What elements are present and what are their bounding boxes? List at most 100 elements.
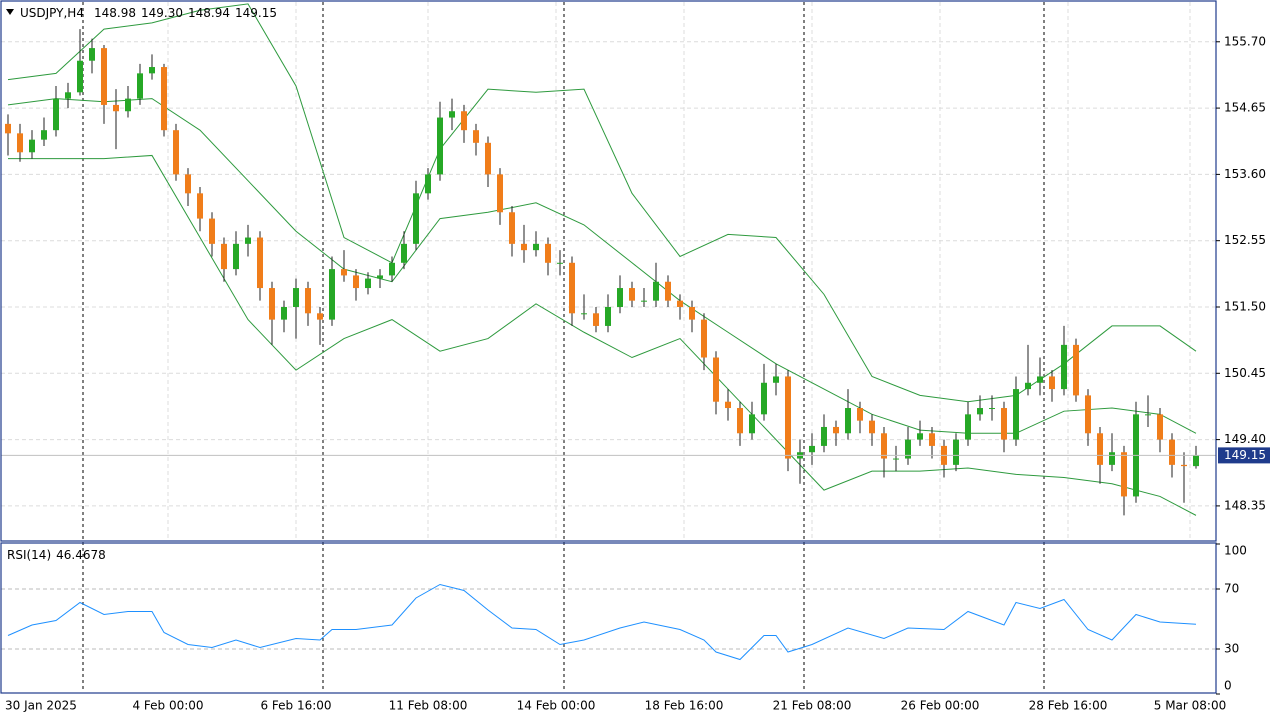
candle-body <box>785 376 791 459</box>
candle-body <box>245 237 251 244</box>
candle-body <box>221 243 227 270</box>
rsi-header: RSI(14) 46.4678 <box>7 548 106 562</box>
candle-body <box>305 288 311 314</box>
x-tick-label: 4 Feb 00:00 <box>132 699 203 713</box>
candle-body <box>605 306 611 326</box>
candle-body <box>1157 414 1163 440</box>
candle-body <box>761 382 767 415</box>
candle-body <box>677 300 683 307</box>
open: 148.98 <box>94 6 136 20</box>
candle-body <box>845 408 851 434</box>
candle-body <box>185 174 191 194</box>
candle-body <box>281 306 287 320</box>
y-tick-label: 148.35 <box>1224 498 1266 512</box>
close: 149.15 <box>235 6 277 20</box>
x-tick-label: 26 Feb 00:00 <box>901 699 980 713</box>
candle-body <box>749 414 755 434</box>
x-tick-label: 30 Jan 2025 <box>5 699 77 713</box>
price-panel <box>0 0 1217 542</box>
candle-body <box>485 142 491 175</box>
candle-body <box>893 458 899 460</box>
y-tick-label: 0 <box>1224 679 1232 693</box>
current-price-box <box>1218 447 1270 464</box>
candle-body <box>905 439 911 459</box>
rsi-title: RSI(14) <box>7 548 51 562</box>
low: 148.94 <box>188 6 230 20</box>
candle-body <box>557 262 563 264</box>
candle-body <box>965 414 971 440</box>
candle-body <box>725 401 731 409</box>
candle-body <box>317 313 323 320</box>
candle-body <box>641 300 647 302</box>
candle-body <box>233 243 239 270</box>
y-tick-label: 30 <box>1224 642 1239 656</box>
candle-body <box>929 433 935 446</box>
candle-body <box>293 288 299 307</box>
rsi-panel <box>0 542 1217 694</box>
candle-body <box>881 433 887 459</box>
candle-body <box>65 92 71 99</box>
x-tick-label: 21 Feb 08:00 <box>773 699 852 713</box>
x-tick-label: 14 Feb 00:00 <box>517 699 596 713</box>
candle-body <box>629 288 635 301</box>
candle-body <box>617 288 623 307</box>
candle-body <box>149 67 155 74</box>
candle-body <box>437 117 443 175</box>
bollinger-upper <box>7 3 1197 403</box>
candle-body <box>917 433 923 440</box>
high: 149.30 <box>141 6 183 20</box>
candle-body <box>1097 433 1103 465</box>
y-tick-label: 151.50 <box>1224 299 1266 313</box>
candle-body <box>401 243 407 263</box>
menu-arrow[interactable] <box>6 9 14 15</box>
chart-header: USDJPY,H4 148.98 149.30 148.94 149.15 <box>20 6 277 20</box>
candle-body <box>581 313 587 315</box>
candle-body <box>1193 455 1199 467</box>
candle-body <box>197 193 203 219</box>
candle-body <box>1121 452 1127 497</box>
current-price-label: 149.15 <box>1224 448 1266 462</box>
candle-body <box>1049 376 1055 390</box>
candle-body <box>821 426 827 446</box>
candle-body <box>329 269 335 320</box>
candle-body <box>473 130 479 143</box>
y-tick-label: 152.55 <box>1224 233 1266 247</box>
candle-body <box>269 288 275 320</box>
candle-body <box>857 408 863 421</box>
candle-body <box>353 275 359 289</box>
candle-body <box>425 174 431 194</box>
candle-body <box>173 130 179 175</box>
candle-body <box>653 281 659 301</box>
candle-body <box>953 439 959 465</box>
candle-body <box>1181 464 1187 467</box>
candle-body <box>497 174 503 213</box>
candle-body <box>689 306 695 320</box>
candles <box>1 3 1216 516</box>
candle-body <box>1037 376 1043 383</box>
rsi-line <box>7 583 1197 661</box>
candle-body <box>209 218 215 244</box>
y-tick-label: 149.40 <box>1224 432 1266 446</box>
y-tick-label: 150.45 <box>1224 366 1266 380</box>
y-tick-label: 154.65 <box>1224 101 1266 115</box>
x-tick-label: 5 Mar 08:00 <box>1154 699 1227 713</box>
x-tick-label: 18 Feb 16:00 <box>645 699 724 713</box>
y-tick-label: 155.70 <box>1224 34 1266 48</box>
candle-body <box>5 123 11 134</box>
y-tick-label: 70 <box>1224 582 1239 596</box>
candle-body <box>41 130 47 140</box>
candle-body <box>1025 382 1031 390</box>
x-tick-label: 6 Feb 16:00 <box>260 699 331 713</box>
candle-body <box>869 420 875 434</box>
candle-body <box>101 48 107 105</box>
candle-body <box>989 408 995 410</box>
candle-body <box>365 278 371 289</box>
candle-body <box>1145 414 1151 416</box>
candle-body <box>521 243 527 251</box>
candle-body <box>17 133 23 153</box>
candle-body <box>1109 452 1115 465</box>
candle-body <box>125 98 131 112</box>
candle-body <box>1073 344 1079 396</box>
candle-body <box>569 262 575 314</box>
candle-body <box>977 408 983 415</box>
